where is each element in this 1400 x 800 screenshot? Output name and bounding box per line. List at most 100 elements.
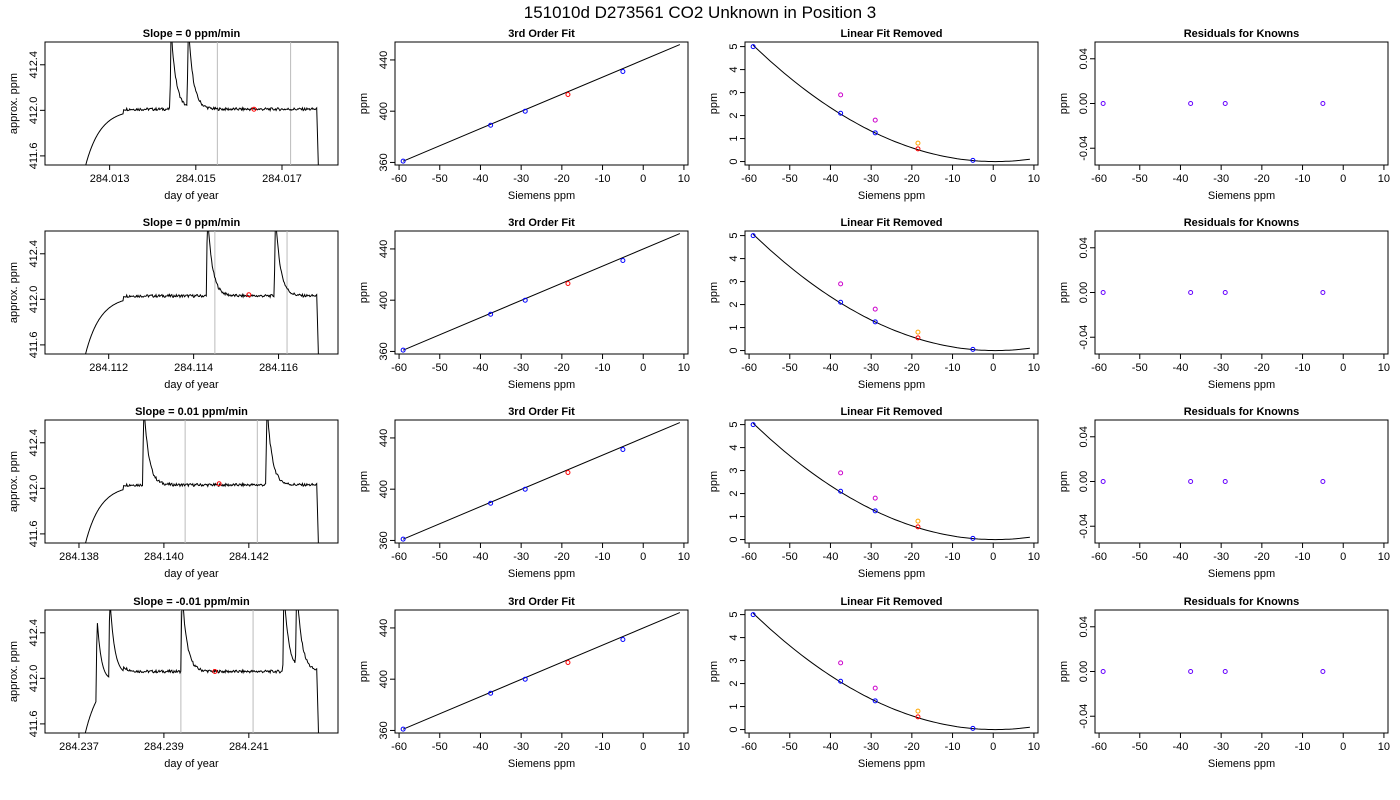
known-point — [750, 233, 756, 239]
unknown-point — [565, 92, 571, 98]
y-tick-label: 360 — [378, 721, 390, 739]
known-point — [620, 68, 626, 74]
y-axis-label: ppm — [1058, 93, 1070, 114]
x-tick-label: -10 — [1295, 173, 1311, 185]
x-tick-label: 0 — [1340, 362, 1346, 374]
known-point — [488, 311, 494, 317]
x-tick-label: -10 — [595, 551, 611, 563]
known-point — [522, 297, 528, 303]
x-tick-label: -30 — [863, 551, 879, 563]
residuals-plot: Residuals for Knowns -60 -50 -40 -30 -20 -10 0 1… — [1058, 217, 1390, 391]
y-tick-label: 440 — [378, 619, 390, 637]
x-tick-label: -10 — [595, 741, 611, 753]
residuals-plot: Residuals for Knowns -60 -50 -40 -30 -20 -10 0 1… — [1058, 406, 1390, 580]
x-tick-label: 284.017 — [262, 173, 302, 185]
x-tick-label: -30 — [513, 551, 529, 563]
y-tick-label: 0.04 — [1078, 616, 1090, 637]
x-tick-label: 284.112 — [89, 362, 128, 374]
x-tick-label: -20 — [1254, 741, 1270, 753]
x-tick-label: 0 — [1340, 173, 1346, 185]
residual-point — [1188, 290, 1194, 295]
trace-line — [85, 42, 319, 165]
fit-plot: 3rd Order Fit -60 -50 -40 -30 -20 -10 0 10 360 400… — [358, 596, 690, 770]
known-point — [488, 690, 494, 696]
x-axis-label: Siemens ppm — [1208, 190, 1275, 202]
mean-marker — [251, 106, 257, 112]
x-tick-label: 10 — [678, 362, 690, 374]
fit-line — [402, 422, 681, 540]
x-tick-label: -60 — [391, 741, 407, 753]
mean-marker — [246, 292, 252, 298]
known-point — [488, 122, 494, 128]
x-tick-label: -40 — [1173, 362, 1189, 374]
known-point — [620, 257, 626, 263]
y-tick-label: 0 — [728, 726, 740, 732]
x-tick-label: 10 — [1028, 551, 1040, 563]
y-axis-label: ppm — [1058, 282, 1070, 303]
x-tick-label: -40 — [823, 551, 839, 563]
y-axis-label: ppm — [708, 661, 720, 682]
x-tick-label: -50 — [782, 551, 798, 563]
magenta-point — [872, 685, 878, 691]
y-tick-label: 2 — [728, 113, 740, 119]
x-tick-label: -40 — [823, 741, 839, 753]
x-tick-label: 0 — [990, 362, 996, 374]
y-tick-label: 0.00 — [1078, 661, 1090, 682]
linear-removed-plot: Linear Fit Removed -60 -50 -40 -30 -20 -10 0 10 0… — [708, 28, 1040, 202]
y-tick-label: 3 — [728, 658, 740, 664]
x-tick-label: 10 — [1378, 362, 1390, 374]
y-tick-label: 411.6 — [28, 521, 40, 548]
unknown-point — [565, 281, 571, 287]
x-axis-label: Siemens ppm — [858, 379, 925, 391]
plot-frame — [1094, 419, 1389, 544]
x-tick-label: 0 — [640, 362, 646, 374]
residual-point — [1222, 669, 1228, 674]
y-tick-label: 0.00 — [1078, 93, 1090, 114]
plot-frame — [744, 41, 1039, 166]
y-tick-label: -0.04 — [1078, 325, 1090, 350]
x-tick-label: -10 — [945, 741, 961, 753]
residual-point — [1100, 479, 1106, 484]
y-axis-label: approx. ppm — [8, 641, 20, 702]
y-axis-label: approx. ppm — [8, 73, 20, 134]
trace-line — [84, 610, 319, 733]
y-tick-label: 0.04 — [1078, 237, 1090, 258]
x-tick-label: 0 — [990, 551, 996, 563]
plot-frame — [44, 609, 339, 734]
plot-frame — [744, 609, 1039, 734]
trace-line — [85, 231, 319, 354]
plot-title: Slope = 0 ppm/min — [143, 28, 241, 40]
x-tick-label: 0 — [640, 551, 646, 563]
known-point — [838, 488, 844, 494]
known-point — [838, 678, 844, 684]
x-tick-label: 10 — [1378, 173, 1390, 185]
plot-title: Linear Fit Removed — [840, 406, 942, 418]
x-tick-label: -50 — [1132, 741, 1148, 753]
magenta-point — [838, 281, 844, 287]
x-tick-label: -50 — [782, 741, 798, 753]
x-tick-label: -10 — [595, 362, 611, 374]
x-tick-label: -40 — [1173, 741, 1189, 753]
x-tick-label: -20 — [904, 741, 920, 753]
y-tick-label: 4 — [728, 67, 740, 73]
x-tick-label: -30 — [863, 173, 879, 185]
y-tick-label: 3 — [728, 90, 740, 96]
y-axis-label: ppm — [708, 282, 720, 303]
x-tick-label: -50 — [1132, 551, 1148, 563]
plot-frame — [1094, 41, 1389, 166]
figure-title: 151010d D273561 CO2 Unknown in Position … — [524, 3, 877, 22]
x-tick-label: -50 — [432, 362, 448, 374]
x-tick-label: 0 — [640, 741, 646, 753]
y-tick-label: 1 — [728, 703, 740, 709]
y-tick-label: 5 — [728, 612, 740, 618]
y-tick-label: 400 — [378, 291, 390, 309]
unknown-point — [915, 146, 921, 152]
x-tick-label: 284.114 — [174, 362, 213, 374]
y-axis-label: ppm — [1058, 471, 1070, 492]
x-tick-label: -30 — [1213, 173, 1229, 185]
y-tick-label: 400 — [378, 102, 390, 120]
x-tick-label: -40 — [1173, 173, 1189, 185]
x-tick-label: -60 — [741, 551, 757, 563]
x-axis-label: day of year — [164, 758, 219, 770]
